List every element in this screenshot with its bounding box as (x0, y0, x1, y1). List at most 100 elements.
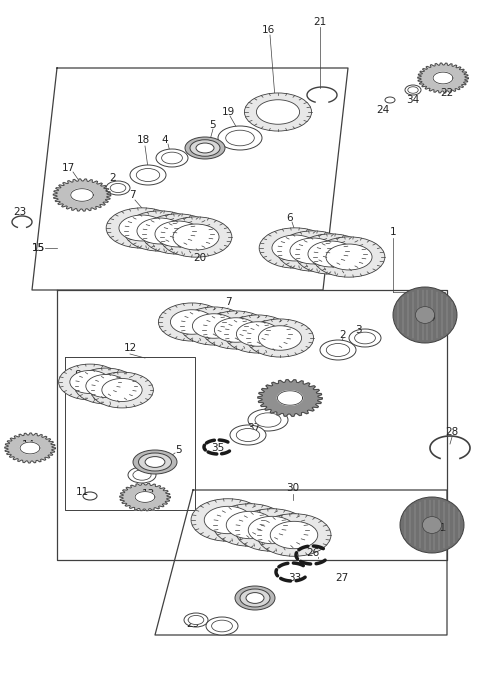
Polygon shape (20, 442, 40, 454)
Ellipse shape (258, 326, 301, 350)
Ellipse shape (86, 375, 126, 398)
Ellipse shape (162, 152, 182, 164)
Ellipse shape (355, 332, 375, 344)
Text: 36: 36 (296, 400, 310, 410)
Text: 6: 6 (287, 213, 293, 223)
Ellipse shape (326, 244, 372, 270)
Ellipse shape (213, 503, 287, 547)
Ellipse shape (270, 521, 318, 549)
Ellipse shape (145, 456, 165, 467)
Ellipse shape (139, 453, 171, 471)
Text: 13: 13 (142, 489, 155, 499)
Ellipse shape (256, 100, 300, 124)
Text: 35: 35 (211, 443, 225, 453)
Ellipse shape (155, 221, 201, 247)
Ellipse shape (133, 450, 177, 474)
Text: 14: 14 (22, 440, 35, 450)
Polygon shape (135, 491, 155, 502)
Polygon shape (32, 68, 348, 290)
Text: 31: 31 (433, 523, 446, 533)
Text: 3: 3 (355, 325, 361, 335)
Ellipse shape (235, 586, 275, 610)
Ellipse shape (170, 310, 214, 334)
Ellipse shape (142, 214, 214, 254)
Ellipse shape (106, 208, 178, 248)
Ellipse shape (326, 344, 350, 357)
Polygon shape (418, 63, 468, 93)
Ellipse shape (295, 234, 367, 274)
Text: 7: 7 (225, 297, 231, 307)
Ellipse shape (313, 237, 385, 277)
Ellipse shape (192, 314, 236, 338)
Text: 17: 17 (61, 163, 74, 173)
Ellipse shape (244, 93, 312, 131)
Ellipse shape (218, 126, 262, 150)
Text: 10: 10 (266, 415, 279, 425)
Ellipse shape (190, 140, 220, 156)
Text: 19: 19 (221, 107, 235, 117)
Text: 12: 12 (123, 343, 137, 353)
Ellipse shape (137, 218, 183, 244)
Ellipse shape (188, 615, 204, 625)
Ellipse shape (290, 238, 336, 264)
Ellipse shape (257, 514, 331, 556)
Text: 32: 32 (216, 621, 228, 631)
Ellipse shape (196, 143, 214, 153)
Text: 1: 1 (390, 227, 396, 237)
Ellipse shape (226, 512, 274, 539)
Polygon shape (258, 379, 322, 417)
Ellipse shape (236, 321, 279, 346)
Polygon shape (71, 189, 93, 202)
Text: 15: 15 (31, 243, 45, 253)
Ellipse shape (255, 413, 281, 427)
Ellipse shape (203, 311, 270, 349)
Ellipse shape (272, 235, 318, 261)
Ellipse shape (204, 506, 252, 534)
Ellipse shape (230, 425, 266, 445)
Ellipse shape (156, 149, 188, 167)
Polygon shape (120, 483, 170, 511)
Text: 4: 4 (164, 458, 170, 468)
Text: 24: 24 (376, 105, 390, 115)
Text: 28: 28 (445, 427, 458, 437)
Ellipse shape (259, 228, 331, 268)
Text: 33: 33 (288, 573, 301, 583)
Ellipse shape (130, 165, 166, 185)
Text: 11: 11 (75, 487, 89, 497)
Ellipse shape (102, 379, 142, 402)
Text: 27: 27 (336, 573, 348, 583)
Ellipse shape (277, 231, 349, 271)
Polygon shape (53, 179, 111, 211)
Text: 7: 7 (129, 190, 135, 200)
Ellipse shape (83, 492, 97, 500)
Text: 37: 37 (247, 423, 261, 433)
Text: 4: 4 (162, 135, 168, 145)
Ellipse shape (408, 87, 418, 93)
Ellipse shape (59, 364, 121, 400)
Text: 34: 34 (407, 95, 420, 105)
Ellipse shape (236, 429, 260, 441)
Ellipse shape (110, 183, 126, 193)
Text: 16: 16 (262, 25, 275, 35)
Text: 5: 5 (210, 120, 216, 130)
Ellipse shape (206, 617, 238, 635)
Text: 29: 29 (186, 619, 200, 629)
Ellipse shape (185, 137, 225, 159)
Ellipse shape (349, 329, 381, 347)
Ellipse shape (91, 372, 154, 408)
Text: 8: 8 (75, 370, 81, 380)
Ellipse shape (422, 516, 442, 533)
Text: 20: 20 (193, 253, 206, 263)
Ellipse shape (106, 181, 130, 195)
Text: 9: 9 (429, 313, 435, 323)
Ellipse shape (415, 307, 434, 324)
Ellipse shape (173, 224, 219, 250)
Ellipse shape (128, 467, 156, 483)
Text: 25: 25 (248, 597, 262, 607)
Text: 2: 2 (340, 330, 346, 340)
Ellipse shape (393, 287, 457, 343)
Text: 15: 15 (31, 243, 45, 253)
Ellipse shape (320, 340, 356, 360)
Polygon shape (57, 290, 447, 560)
Ellipse shape (70, 371, 110, 394)
